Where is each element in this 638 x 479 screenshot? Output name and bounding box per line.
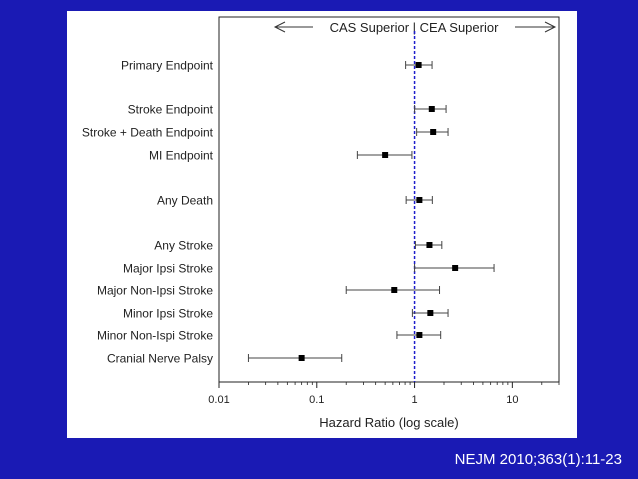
forest-row: Primary Endpoint [121,59,433,73]
x-tick-label: 0.1 [309,394,324,406]
header-group: CAS Superior | CEA Superior [273,20,557,35]
hazard-ratio-marker [416,332,423,338]
hazard-ratio-marker [428,106,435,112]
forest-plot: CAS Superior | CEA Superior Primary Endp… [82,16,560,430]
forest-row: Minor Non-Ispi Stroke [97,329,442,343]
x-tick-label: 0.01 [208,394,229,406]
x-tick-label: 1 [412,394,418,406]
forest-row: Minor Ipsi Stroke [123,307,449,321]
forest-row: Major Ipsi Stroke [123,262,495,276]
hazard-ratio-marker [382,152,389,158]
forest-row: Any Stroke [154,239,443,253]
forest-row: Major Non-Ipsi Stroke [97,284,441,298]
hazard-ratio-marker [427,310,434,316]
forest-row: MI Endpoint [149,149,413,163]
row-label: Stroke + Death Endpoint [82,126,214,140]
hazard-ratio-marker [391,287,398,293]
x-tick-label: 10 [506,394,518,406]
citation: NEJM 2010;363(1):11-23 [454,451,622,468]
hazard-ratio-marker [452,265,459,271]
row-label: Primary Endpoint [121,59,214,73]
row-label: Major Non-Ipsi Stroke [97,284,213,298]
right-arrowhead-icon [544,21,557,33]
row-label: Any Death [157,194,213,208]
left-arrowhead-icon [273,21,286,33]
direction-header: CAS Superior | CEA Superior [330,20,500,35]
x-axis-label: Hazard Ratio (log scale) [319,415,458,430]
hazard-ratio-marker [426,242,433,248]
forest-row: Stroke + Death Endpoint [82,126,449,140]
hazard-ratio-marker [298,355,305,361]
row-label: Cranial Nerve Palsy [107,352,213,366]
chart-panel: CAS Superior | CEA Superior Primary Endp… [67,11,577,438]
row-label: Stroke Endpoint [128,103,214,117]
forest-row: Stroke Endpoint [128,103,447,117]
row-label: Major Ipsi Stroke [123,262,213,276]
hazard-ratio-marker [430,129,437,135]
plot-frame [218,16,560,383]
row-label: Any Stroke [154,239,213,253]
row-label: MI Endpoint [149,149,214,163]
forest-row: Any Death [157,194,433,208]
row-label: Minor Ipsi Stroke [123,307,213,321]
hazard-ratio-marker [416,197,423,203]
hazard-ratio-marker [415,62,422,68]
forest-row: Cranial Nerve Palsy [107,352,343,366]
row-label: Minor Non-Ispi Stroke [97,329,213,343]
